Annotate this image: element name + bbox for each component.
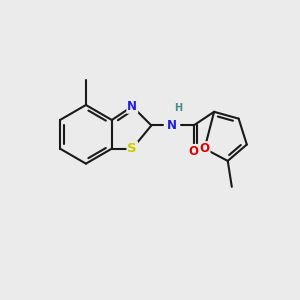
Text: N: N [167, 119, 177, 132]
Text: N: N [127, 100, 137, 113]
Text: O: O [200, 142, 209, 155]
Text: O: O [189, 145, 199, 158]
Text: H: H [175, 103, 183, 113]
Text: S: S [128, 142, 137, 155]
